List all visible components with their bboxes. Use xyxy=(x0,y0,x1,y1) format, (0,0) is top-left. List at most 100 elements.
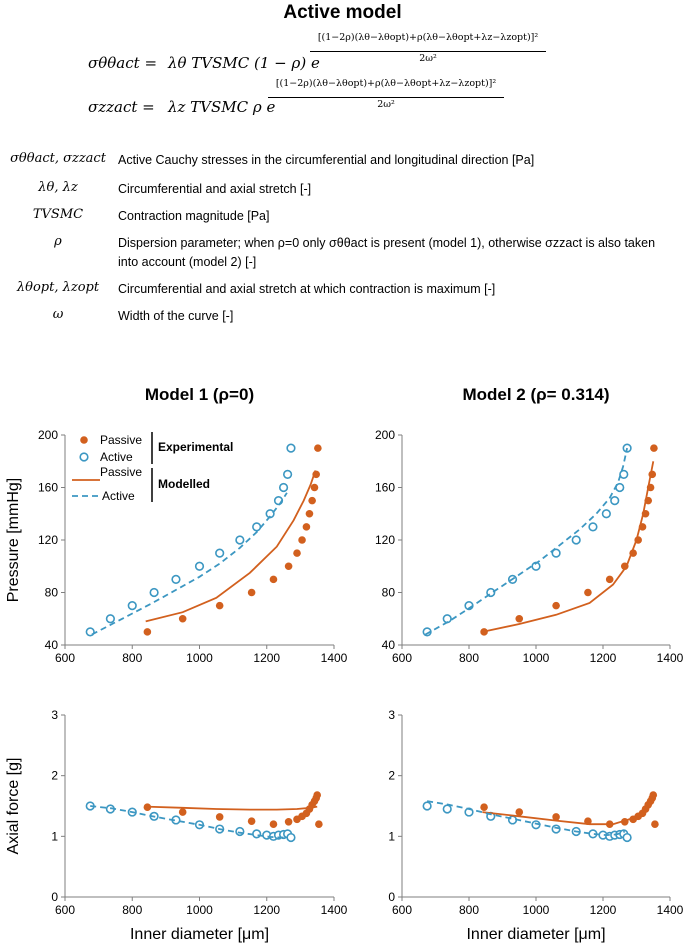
page-title: Active model xyxy=(283,2,402,23)
legend-experimental-label: Experimental xyxy=(158,440,233,454)
active-model-line xyxy=(91,492,288,636)
passive-data-point xyxy=(269,575,278,584)
active-data-point xyxy=(149,587,159,598)
equation-z-exponent-numerator: [(1−2ρ)(λθ−λθopt)+ρ(λθ−λθopt+λz−λzopt)]² xyxy=(275,78,497,89)
active-data-point xyxy=(282,469,293,479)
passive-data-point xyxy=(305,509,314,518)
passive-data-point xyxy=(143,628,152,636)
passive-data-point xyxy=(315,820,323,828)
equation-z-fraction-line xyxy=(268,97,504,98)
equation-z-exponent-denominator: 2ω² xyxy=(377,99,395,110)
active-data-point xyxy=(252,522,262,532)
definition-text: Circumferential and axial stretch at whi… xyxy=(118,282,496,296)
x-tick-label: 1200 xyxy=(253,903,280,917)
x-tick-label: 1400 xyxy=(657,903,684,917)
equation-z: σzzact = λz TVSMC ρ e [(1−2ρ)(λθ−λθopt)+… xyxy=(88,78,548,124)
legend-active-marker xyxy=(79,452,89,462)
passive-data-point xyxy=(313,791,321,799)
passive-data-point xyxy=(247,588,256,597)
x-tick-label: 600 xyxy=(392,651,412,665)
passive-data-point xyxy=(649,791,658,799)
chart-title: Model 1 (ρ=0) xyxy=(145,385,254,404)
x-axis-label: Inner diameter [μm] xyxy=(466,926,605,943)
passive-data-point xyxy=(308,496,316,505)
y-tick-label: 80 xyxy=(382,586,396,600)
x-tick-label: 800 xyxy=(122,651,142,665)
legend-passive-marker xyxy=(80,436,88,444)
passive-data-point xyxy=(302,523,311,531)
x-tick-label: 1200 xyxy=(590,903,617,917)
passive-data-point xyxy=(247,817,256,825)
definition-symbol: ρ xyxy=(54,234,62,249)
passive-model-line xyxy=(482,461,655,633)
legend-active-label: Active xyxy=(102,489,135,503)
x-tick-label: 1200 xyxy=(253,651,280,665)
active-data-point xyxy=(105,614,115,624)
passive-data-point xyxy=(310,483,319,492)
y-tick-label: 120 xyxy=(375,533,395,547)
definition-text: Width of the curve [-] xyxy=(118,309,234,323)
x-tick-label: 1200 xyxy=(590,651,617,665)
passive-data-point xyxy=(650,444,658,452)
active-data-point xyxy=(194,561,205,571)
definition-symbol: λθ, λz xyxy=(38,180,78,195)
y-axis-label: Pressure [mmHg] xyxy=(5,478,22,602)
definition-text: Contraction magnitude [Pa] xyxy=(118,209,270,223)
active-data-point xyxy=(622,832,632,843)
equation-theta: σθθact = λθ TVSMC (1 − ρ) e [(1−2ρ)(λθ−λ… xyxy=(88,32,548,78)
x-tick-label: 1000 xyxy=(523,903,550,917)
x-tick-label: 600 xyxy=(392,903,412,917)
y-axis-label: Axial force [g] xyxy=(5,758,22,855)
passive-model-line xyxy=(145,805,318,811)
equation-theta-exponent-numerator: [(1−2ρ)(λθ−λθopt)+ρ(λθ−λθopt+λz−λzopt)]² xyxy=(317,32,539,43)
equation-theta-lhs: σθθact = xyxy=(88,54,158,72)
equation-z-body: λz TVSMC ρ e xyxy=(168,98,276,116)
passive-data-point xyxy=(515,614,524,623)
definition-text: Active Cauchy stresses in the circumfere… xyxy=(118,153,535,167)
y-tick-label: 40 xyxy=(45,638,59,652)
active-data-point xyxy=(610,496,620,506)
active-model-line xyxy=(426,800,626,837)
active-data-point xyxy=(171,574,181,584)
active-data-point xyxy=(286,443,296,453)
passive-model-line xyxy=(145,470,317,623)
legend-active-label: Active xyxy=(100,450,133,464)
passive-data-point xyxy=(584,588,592,597)
passive-data-point xyxy=(552,813,560,821)
active-data-point xyxy=(286,832,296,843)
active-data-point xyxy=(571,535,581,545)
passive-model-line xyxy=(482,801,653,826)
active-data-point xyxy=(278,482,289,493)
active-data-point xyxy=(422,801,432,811)
x-tick-label: 600 xyxy=(55,651,75,665)
x-tick-label: 1400 xyxy=(321,903,348,917)
passive-data-point xyxy=(215,601,224,610)
x-axis-label: Inner diameter [μm] xyxy=(130,926,269,943)
y-tick-label: 200 xyxy=(375,428,395,442)
y-tick-label: 3 xyxy=(51,708,58,722)
y-tick-label: 120 xyxy=(38,533,58,547)
y-tick-label: 1 xyxy=(388,829,395,843)
active-data-point xyxy=(588,522,598,532)
y-tick-label: 200 xyxy=(38,428,58,442)
y-tick-label: 40 xyxy=(382,638,396,652)
x-tick-label: 1000 xyxy=(186,903,213,917)
active-data-point xyxy=(442,804,452,814)
passive-data-point xyxy=(651,820,659,828)
passive-data-point xyxy=(314,444,322,452)
y-tick-label: 3 xyxy=(388,708,395,722)
chart-title: Model 2 (ρ= 0.314) xyxy=(462,385,609,404)
x-tick-label: 600 xyxy=(55,903,75,917)
legend-passive-label: Passive xyxy=(100,433,142,447)
x-tick-label: 1000 xyxy=(186,651,213,665)
active-data-point xyxy=(252,829,262,839)
passive-data-point xyxy=(284,817,293,826)
active-data-point xyxy=(601,509,611,519)
legend-modelled-label: Modelled xyxy=(158,477,210,491)
passive-data-point xyxy=(178,808,187,816)
y-tick-label: 160 xyxy=(38,481,58,495)
active-model-line xyxy=(90,805,287,839)
passive-data-point xyxy=(480,803,488,812)
x-tick-label: 1400 xyxy=(321,651,348,665)
